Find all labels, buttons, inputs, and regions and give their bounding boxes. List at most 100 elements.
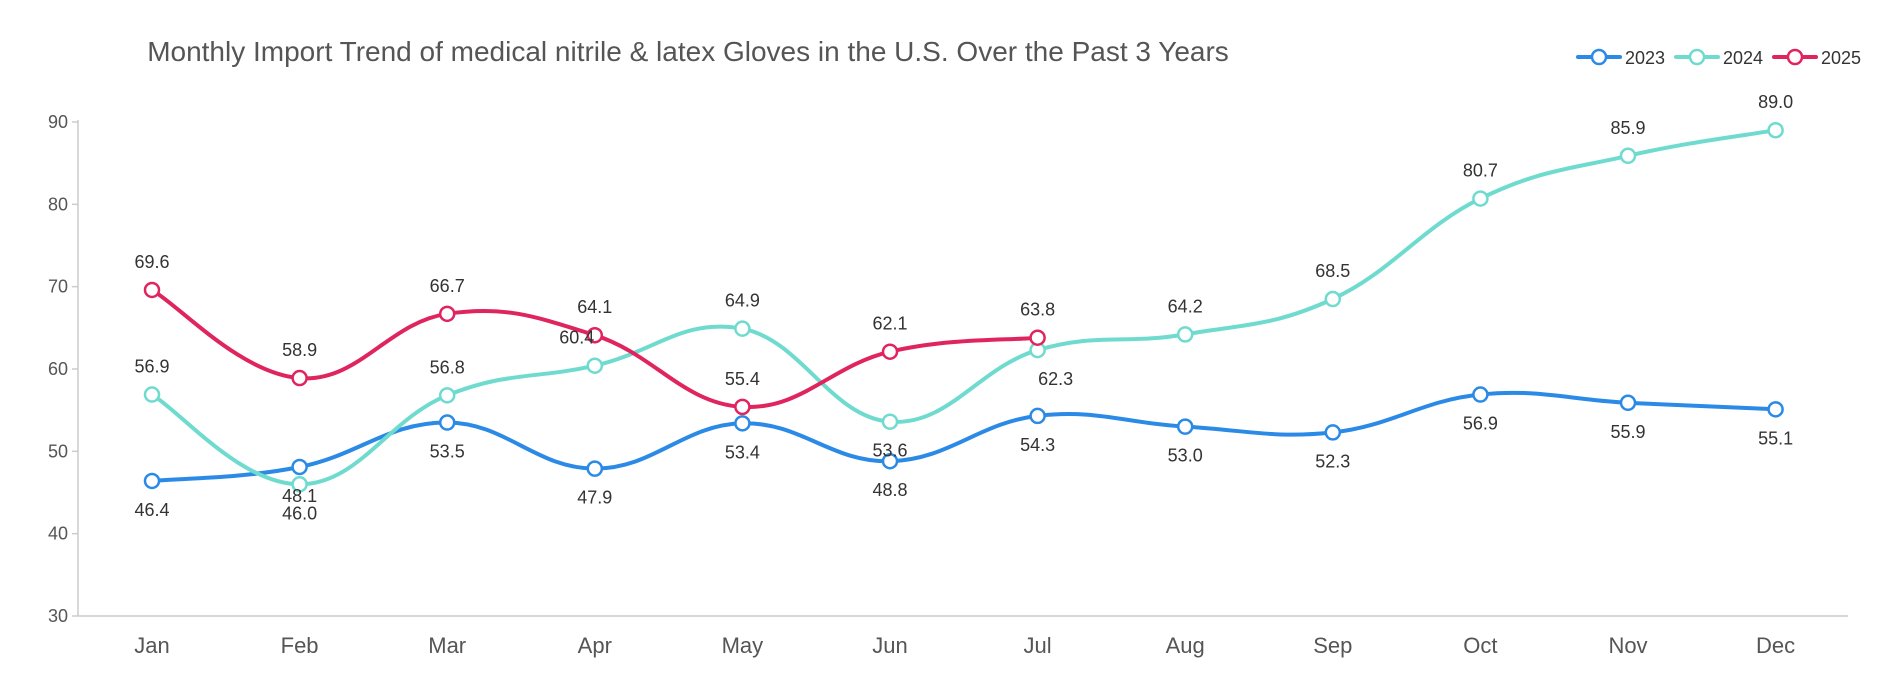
data-point-2023[interactable]	[881, 452, 899, 470]
data-label-2024: 64.9	[725, 291, 760, 311]
data-label-2023: 47.9	[577, 488, 612, 508]
data-point-2023[interactable]	[1029, 407, 1046, 425]
data-point-2025[interactable]	[143, 281, 161, 299]
data-point-2024[interactable]	[1176, 326, 1194, 343]
y-tick-label: 30	[48, 606, 68, 626]
data-label-2024: 62.3	[1038, 369, 1073, 389]
data-point-2023[interactable]	[143, 472, 161, 490]
y-tick-label: 50	[48, 441, 68, 461]
data-point-2024[interactable]	[1767, 121, 1784, 139]
data-point-2024[interactable]	[1324, 290, 1342, 308]
data-point-2023[interactable]	[438, 414, 456, 431]
data-label-2024: 89.0	[1758, 92, 1793, 112]
data-point-2025[interactable]	[291, 369, 308, 387]
data-label-2024: 56.9	[134, 357, 169, 377]
series-line-2023	[150, 390, 1778, 483]
data-point-2025[interactable]	[438, 305, 456, 323]
legend-marker-2025	[1786, 48, 1804, 66]
series-2025	[143, 281, 1046, 416]
data-point-2023[interactable]	[1176, 418, 1194, 435]
legend-label-2023: 2023	[1625, 48, 1665, 68]
data-label-2024: 53.6	[872, 441, 907, 461]
data-point-2023[interactable]	[586, 460, 604, 477]
legend[interactable]: 2023 2024 2025	[1576, 48, 1861, 68]
data-label-2024: 80.7	[1463, 161, 1498, 181]
data-label-2023: 56.9	[1463, 414, 1498, 434]
data-labels-layer: 46.4 48.1 53.5 47.9 53.4 48.8 54.3 53.0 52.3 56.9…	[134, 92, 1793, 523]
series-2024	[143, 121, 1784, 493]
x-tick-label: Sep	[1313, 633, 1352, 658]
x-tick-label: Oct	[1463, 633, 1497, 658]
legend-label-2025: 2025	[1821, 48, 1861, 68]
x-tick-label: Mar	[428, 633, 466, 658]
x-tick-label: Jul	[1024, 633, 1052, 658]
y-tick-label: 80	[48, 194, 68, 214]
data-label-2025: 66.7	[430, 276, 465, 296]
data-point-2023[interactable]	[734, 415, 751, 432]
data-label-2023: 55.9	[1610, 422, 1645, 442]
legend-item-2024[interactable]: 2024	[1674, 48, 1763, 68]
data-label-2023: 46.4	[134, 500, 169, 520]
chart-title: Monthly Import Trend of medical nitrile …	[147, 36, 1229, 67]
data-point-2025[interactable]	[734, 398, 751, 416]
legend-marker-2024	[1688, 48, 1706, 66]
data-point-2025[interactable]	[881, 343, 899, 360]
data-label-2023: 52.3	[1315, 451, 1350, 471]
data-label-2025: 62.1	[872, 314, 907, 334]
x-tick-label: Dec	[1756, 633, 1795, 658]
data-point-2024[interactable]	[734, 320, 751, 337]
x-tick-label: May	[722, 633, 764, 658]
data-label-2024: 64.2	[1168, 296, 1203, 316]
data-point-2023[interactable]	[1324, 424, 1342, 441]
series-line-2024	[150, 128, 1778, 487]
data-point-2025[interactable]	[586, 326, 604, 344]
data-point-2023[interactable]	[1619, 394, 1637, 412]
data-label-2023: 53.0	[1168, 446, 1203, 466]
y-tick-label: 40	[48, 524, 68, 544]
data-label-2023: 54.3	[1020, 435, 1055, 455]
data-point-2024[interactable]	[291, 476, 308, 493]
y-tick-label: 70	[48, 277, 68, 297]
data-point-2024[interactable]	[881, 413, 899, 430]
data-label-2023: 53.5	[430, 442, 465, 462]
data-label-2024: 46.0	[282, 503, 317, 523]
x-tick-label: Feb	[281, 633, 319, 658]
series-2023	[143, 386, 1784, 490]
data-point-2024[interactable]	[586, 357, 604, 374]
data-label-2023: 48.1	[282, 486, 317, 506]
data-label-2023: 53.4	[725, 442, 760, 462]
x-tick-label: Apr	[578, 633, 612, 658]
legend-marker-2023	[1590, 48, 1608, 66]
x-tick-label: Aug	[1166, 633, 1205, 658]
data-point-2025[interactable]	[1029, 329, 1046, 346]
data-label-2024: 56.8	[430, 357, 465, 377]
data-point-2024[interactable]	[143, 386, 161, 403]
data-label-2023: 48.8	[872, 480, 907, 500]
x-tick-label: Jun	[872, 633, 907, 658]
data-point-2024[interactable]	[1619, 147, 1637, 165]
x-tick-label: Jan	[134, 633, 169, 658]
data-label-2025: 63.8	[1020, 300, 1055, 320]
data-label-2025: 69.6	[134, 252, 169, 272]
data-point-2023[interactable]	[291, 458, 308, 476]
legend-label-2024: 2024	[1723, 48, 1763, 68]
data-label-2025: 58.9	[282, 340, 317, 360]
y-tick-label: 90	[48, 112, 68, 132]
data-point-2023[interactable]	[1472, 386, 1489, 403]
legend-item-2025[interactable]: 2025	[1772, 48, 1861, 68]
y-tick-label: 60	[48, 359, 68, 379]
data-point-2024[interactable]	[1472, 190, 1489, 207]
data-point-2024[interactable]	[438, 387, 456, 404]
data-label-2025: 55.4	[725, 369, 760, 389]
series-layer	[143, 121, 1784, 493]
data-label-2023: 55.1	[1758, 428, 1793, 448]
x-tick-label: Nov	[1608, 633, 1647, 658]
data-label-2025: 64.1	[577, 297, 612, 317]
data-label-2024: 60.4	[559, 328, 594, 348]
data-label-2024: 85.9	[1610, 118, 1645, 138]
data-label-2024: 68.5	[1315, 261, 1350, 281]
legend-item-2023[interactable]: 2023	[1576, 48, 1665, 68]
axes: 30 40 50 60 70 80 90 Jan Feb Mar Apr May Jun Jul Aug Se…	[48, 112, 1848, 658]
data-point-2023[interactable]	[1767, 401, 1784, 418]
